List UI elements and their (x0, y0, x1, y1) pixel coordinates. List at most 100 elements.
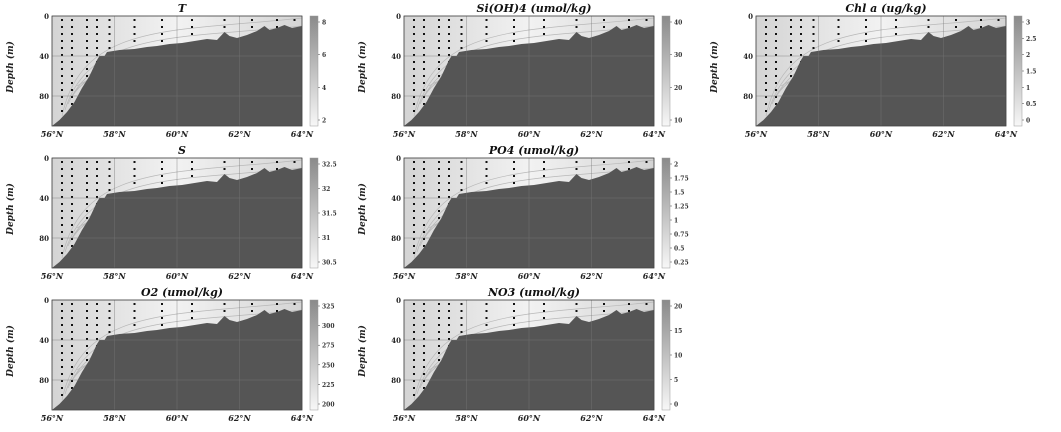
sample-point (543, 303, 545, 305)
sample-point (96, 40, 98, 42)
sample-point (775, 89, 777, 91)
sample-point (448, 175, 450, 177)
sample-point (61, 380, 63, 382)
sample-point (223, 19, 226, 21)
sample-point (423, 61, 425, 63)
sample-point (96, 168, 98, 170)
sample-point (448, 338, 450, 340)
x-tick-label: 60°N (518, 413, 541, 423)
sample-point (413, 345, 415, 347)
sample-point (865, 40, 867, 42)
sample-point (423, 68, 425, 70)
sample-point (485, 168, 488, 170)
sample-point (413, 303, 415, 305)
sample-point (96, 33, 98, 35)
sample-point (927, 26, 930, 28)
y-tick-label: 80 (391, 376, 401, 385)
sample-point (603, 26, 605, 28)
sample-point (86, 19, 88, 21)
colorbar-tick-label: 300 (322, 323, 335, 330)
sample-point (765, 47, 767, 49)
sample-point (86, 40, 88, 42)
sample-point (251, 19, 253, 21)
sample-point (438, 161, 440, 163)
colorbar-tick-label: 2 (322, 118, 326, 125)
x-tick-label: 58°N (103, 271, 126, 281)
plot-frame (403, 15, 655, 127)
sample-point (86, 331, 88, 333)
sample-point (790, 33, 792, 35)
sample-point (575, 310, 578, 312)
sample-point (628, 303, 630, 305)
contour-line (416, 25, 655, 111)
sample-point (108, 161, 111, 163)
x-tick-label: 62°N (228, 271, 251, 281)
sample-point (423, 189, 425, 191)
colorbar (309, 157, 319, 269)
y-tick-label: 40 (391, 194, 401, 203)
sample-point (223, 161, 226, 163)
sample-point (513, 33, 515, 35)
sample-point (513, 161, 515, 163)
sample-point (86, 338, 88, 340)
sample-point (223, 168, 226, 170)
sample-point (161, 317, 163, 319)
x-tick-label: 60°N (518, 271, 541, 281)
colorbar-tick-label: 0.75 (674, 232, 689, 239)
y-tick-label: 80 (39, 376, 49, 385)
sample-point (628, 168, 630, 170)
sample-point (61, 196, 63, 198)
y-tick-label: 40 (39, 194, 49, 203)
sample-point (71, 54, 73, 56)
sample-point (191, 175, 193, 177)
sample-point (276, 161, 278, 163)
sample-point (61, 338, 63, 340)
y-tick-label: 0 (44, 154, 49, 163)
sample-point (485, 161, 488, 163)
sample-point (603, 310, 605, 312)
sample-point (775, 33, 777, 35)
x-tick-label: 58°N (103, 129, 126, 139)
sample-point (423, 19, 425, 21)
panel-title: Chl a (ug/kg) (845, 2, 927, 15)
sample-point (438, 203, 440, 205)
sample-point (765, 26, 767, 28)
sample-point (133, 168, 136, 170)
x-tick-label: 58°N (807, 129, 830, 139)
sample-point (513, 310, 515, 312)
sample-point (485, 26, 488, 28)
sample-point (86, 182, 88, 184)
sample-point (108, 331, 111, 333)
sample-point (423, 54, 425, 56)
sample-point (191, 19, 193, 21)
sample-point (96, 54, 98, 56)
x-tick-label: 64°N (995, 129, 1018, 139)
sample-point (223, 310, 226, 312)
section-svg: 56°N 58°N 60°N 62°N 64°N 0 40 80 32.5 32 31.5 31 30.… (39, 154, 336, 281)
sample-point (108, 182, 111, 184)
sample-point (413, 182, 415, 184)
y-tick-label: 0 (396, 154, 401, 163)
sample-point (293, 19, 296, 21)
sample-point (460, 303, 463, 305)
sample-point (485, 317, 488, 319)
sample-point (575, 19, 578, 21)
contour-line (413, 159, 655, 259)
sample-point (448, 317, 450, 319)
sample-point (955, 26, 957, 28)
sample-point (438, 168, 440, 170)
sample-point (513, 324, 515, 326)
sample-point (423, 175, 425, 177)
contour-line (765, 17, 1007, 117)
sample-point (61, 68, 63, 70)
sample-point (448, 19, 450, 21)
contour-line (64, 167, 303, 253)
sample-point (61, 75, 63, 77)
sample-point (460, 331, 463, 333)
sample-point (133, 182, 136, 184)
sample-point (133, 40, 136, 42)
sample-point (413, 310, 415, 312)
sample-point (895, 26, 897, 28)
sample-point (413, 196, 415, 198)
x-tick-label: 56°N (393, 129, 416, 139)
